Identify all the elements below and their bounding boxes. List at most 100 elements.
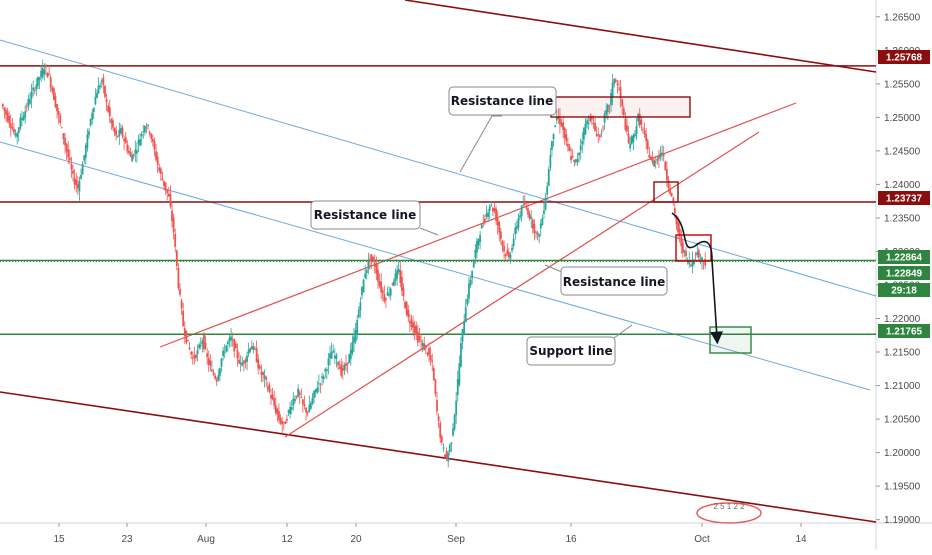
candle-body bbox=[424, 345, 427, 348]
breakout-box[interactable] bbox=[653, 181, 679, 203]
price-tag-0[interactable] bbox=[878, 50, 930, 64]
candle-body bbox=[183, 328, 186, 336]
candle-body bbox=[576, 158, 579, 163]
candle-body bbox=[555, 117, 558, 121]
channel-bottom-line[interactable] bbox=[0, 391, 877, 523]
candle-body bbox=[153, 141, 156, 150]
candle-body bbox=[538, 234, 541, 237]
candle-body bbox=[155, 151, 157, 160]
candle-body bbox=[410, 319, 413, 327]
price-tag-3[interactable] bbox=[878, 266, 930, 280]
candle-body bbox=[586, 120, 588, 125]
candle-body bbox=[343, 364, 346, 370]
price-tag-1[interactable] bbox=[878, 191, 930, 205]
candle-body bbox=[51, 87, 54, 92]
candle-body bbox=[89, 119, 92, 126]
candle-body bbox=[175, 250, 178, 267]
candle-body bbox=[353, 336, 355, 343]
candle-body bbox=[605, 109, 608, 115]
candle-body bbox=[480, 224, 483, 229]
candle-body bbox=[404, 301, 406, 309]
candle-body bbox=[675, 215, 678, 225]
candle-body bbox=[418, 336, 421, 341]
price-tag-2[interactable] bbox=[878, 250, 930, 264]
candle-body bbox=[68, 157, 71, 161]
candle-body bbox=[180, 300, 183, 309]
candle-body bbox=[559, 116, 561, 125]
candle-body bbox=[629, 143, 632, 149]
candle-body bbox=[664, 161, 667, 171]
blue-trend-upper[interactable] bbox=[0, 39, 877, 297]
candle-body bbox=[646, 140, 649, 150]
candle-body bbox=[578, 152, 580, 156]
candle-body bbox=[378, 281, 381, 286]
candle-body bbox=[54, 96, 57, 108]
candle-body bbox=[573, 159, 576, 163]
candle-body bbox=[694, 253, 697, 255]
candle-body bbox=[504, 254, 507, 257]
candle-body bbox=[238, 359, 240, 364]
y-tick-label: 1.22000 bbox=[884, 314, 921, 325]
x-tick-label: 15 bbox=[53, 534, 65, 545]
candle-body bbox=[496, 218, 499, 226]
price-tag-4[interactable] bbox=[878, 283, 930, 297]
candle-body bbox=[65, 143, 68, 152]
candle-body bbox=[589, 116, 592, 122]
candle-body bbox=[81, 164, 84, 175]
candle-body bbox=[191, 358, 194, 359]
candle-body bbox=[56, 104, 58, 112]
candle-body bbox=[222, 350, 224, 356]
x-tick-label: 20 bbox=[350, 534, 362, 545]
candle-body bbox=[626, 125, 628, 132]
candle-body bbox=[300, 396, 303, 398]
candle-body bbox=[185, 330, 188, 343]
callout-resistance-lower[interactable]: Resistance line bbox=[544, 264, 668, 296]
y-tick-label: 1.25000 bbox=[884, 113, 921, 124]
candle-body bbox=[8, 115, 11, 124]
candle-body bbox=[428, 348, 430, 356]
red-rising-line-1[interactable] bbox=[159, 102, 797, 348]
blue-trend-lower[interactable] bbox=[0, 141, 871, 391]
candle-body bbox=[602, 127, 604, 129]
candle-body bbox=[190, 351, 193, 355]
callout-resistance-middle[interactable]: Resistance line bbox=[310, 200, 439, 236]
candle-body bbox=[468, 283, 470, 299]
candle-body bbox=[274, 405, 277, 413]
candle-body bbox=[209, 360, 212, 366]
candle-body bbox=[592, 122, 595, 125]
candle-body bbox=[43, 69, 46, 75]
candle-body bbox=[316, 387, 319, 393]
candle-body bbox=[11, 127, 14, 129]
candle-body bbox=[164, 182, 167, 191]
candle-body bbox=[73, 178, 76, 185]
candle-body bbox=[287, 410, 290, 414]
candle-body bbox=[373, 262, 376, 267]
candle-body bbox=[241, 362, 244, 366]
candle-body bbox=[349, 349, 352, 360]
y-tick-label: 1.25500 bbox=[884, 79, 921, 90]
candle-body bbox=[104, 85, 106, 97]
candle-body bbox=[608, 105, 611, 107]
candle-body bbox=[361, 287, 363, 296]
candle-body bbox=[118, 129, 121, 137]
y-tick-label: 1.24500 bbox=[884, 146, 921, 157]
candle-body bbox=[327, 358, 330, 366]
y-tick-label: 1.20500 bbox=[884, 415, 921, 426]
candle-body bbox=[595, 134, 598, 137]
candle-body bbox=[159, 168, 162, 174]
candle-body bbox=[325, 369, 328, 372]
callout-support[interactable]: Support line bbox=[526, 324, 633, 366]
candle-body bbox=[239, 362, 242, 365]
price-tag-5[interactable] bbox=[878, 324, 930, 338]
resistance-zone-box[interactable] bbox=[550, 96, 691, 118]
candle-body bbox=[678, 228, 681, 236]
candle-body bbox=[484, 218, 486, 222]
callout-resistance-upper[interactable]: Resistance line bbox=[448, 86, 557, 173]
channel-top-line[interactable] bbox=[404, 0, 877, 73]
candle-body bbox=[530, 216, 533, 219]
candle-body bbox=[630, 136, 633, 144]
candle-body bbox=[156, 156, 159, 165]
candle-body bbox=[621, 99, 624, 107]
candle-body bbox=[120, 127, 122, 134]
red-rising-line-2[interactable] bbox=[284, 131, 760, 438]
